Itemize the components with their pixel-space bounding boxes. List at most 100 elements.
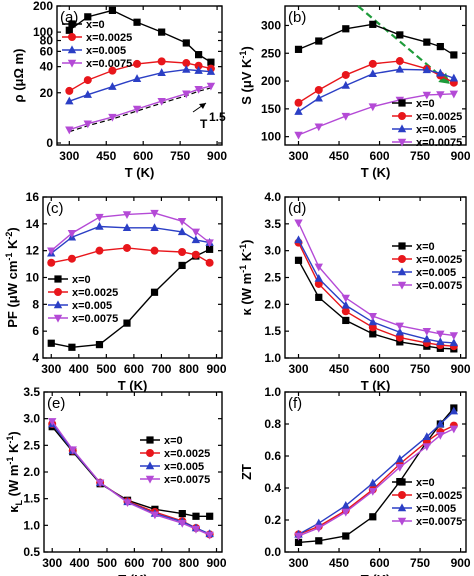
data-point [449, 332, 459, 341]
data-point [436, 337, 445, 346]
y-tick-label: 16 [26, 190, 40, 204]
data-point [122, 223, 132, 232]
x-tick-label: 300 [288, 556, 308, 570]
legend-label: x=0.005 [416, 124, 456, 136]
data-point [342, 316, 350, 325]
series-x=0.0075 [294, 219, 459, 341]
y-axis-label-part: L [14, 500, 24, 506]
data-point [47, 258, 56, 267]
data-point [314, 518, 323, 527]
data-point [182, 39, 190, 47]
data-point [341, 112, 350, 121]
data-point [182, 64, 191, 73]
data-point [67, 254, 76, 263]
y-tick-label: 1.5 [264, 324, 281, 338]
x-tick-label: 300 [288, 149, 308, 163]
annotation-text: T [200, 117, 208, 131]
data-point [422, 91, 432, 100]
x-tick-label: 600 [124, 556, 144, 570]
data-point [182, 90, 191, 99]
y-axis-label-part: ZT [239, 464, 254, 480]
data-point [341, 508, 350, 517]
y-axis-label: PF (μW cm-1​ K-2​) [4, 227, 20, 328]
x-tick-label: 450 [329, 556, 349, 570]
x-tick-label: 400 [70, 556, 90, 570]
x-tick-label: 600 [133, 149, 153, 163]
data-point [395, 327, 405, 336]
y-axis-label-part: K [239, 251, 254, 265]
y-tick-label: 20 [40, 86, 54, 100]
data-point [294, 532, 303, 541]
legend-marker [67, 59, 77, 68]
legend-label: x=0.005 [72, 300, 112, 312]
trend-arrow [357, 5, 451, 85]
data-point [368, 59, 377, 68]
data-point [314, 279, 323, 288]
data-point [294, 45, 303, 53]
data-point [65, 96, 74, 105]
legend-label: x=0 [416, 241, 435, 253]
data-point [108, 113, 117, 122]
legend-marker [145, 475, 155, 484]
series-x=0.005 [294, 235, 459, 347]
data-point [449, 425, 459, 434]
x-tick-label: 450 [329, 149, 349, 163]
data-point [341, 300, 350, 309]
x-axis-label: T (K) [118, 572, 148, 576]
data-point [368, 103, 377, 112]
y-axis-label-part: κ [6, 505, 21, 513]
y-axis-label-part: K [5, 239, 20, 253]
x-tick-label: 900 [207, 149, 227, 163]
y-tick-label: 3.5 [23, 385, 40, 399]
legend-marker [53, 300, 63, 309]
y-axis-label-part: -1 [238, 244, 248, 252]
panel-label: (c) [46, 200, 64, 217]
legend-marker [397, 503, 407, 512]
legend-label: x=0 [86, 19, 105, 31]
legend-marker [398, 478, 406, 486]
y-tick-label: 60 [40, 44, 54, 58]
panel-d: 300 450 600 750 900 1.0 1.5 2.0 2.5 3.0 3.5 4.0 T (K… [238, 190, 471, 393]
data-point [436, 330, 445, 339]
x-tick-label: 900 [207, 556, 227, 570]
x-tick-label: 300 [41, 362, 61, 376]
data-point [68, 446, 77, 455]
data-point [396, 338, 404, 346]
data-point [67, 230, 77, 238]
y-tick-label: 14 [26, 217, 40, 231]
y-axis-label-part: ) [5, 227, 20, 231]
x-tick-label: 500 [96, 362, 116, 376]
data-point [84, 13, 92, 21]
legend-marker [398, 255, 406, 263]
data-point [65, 26, 73, 34]
legend-marker [398, 491, 406, 499]
panel-label: (d) [288, 200, 306, 217]
data-point [395, 57, 404, 66]
y-tick-label: 1.0 [264, 351, 281, 365]
series-x=0.0075 [47, 209, 214, 256]
data-point [423, 38, 431, 46]
data-point [341, 501, 350, 509]
plot-frame [284, 391, 467, 553]
y-tick-label: 10 [26, 271, 40, 285]
legend-label: x=0 [72, 274, 91, 286]
legend-label: x=0.005 [416, 267, 456, 279]
data-point [132, 74, 142, 82]
y-tick-label: 4 [32, 351, 39, 365]
data-point [192, 512, 200, 520]
data-point [341, 80, 350, 89]
y-axis-label-part: ) [239, 239, 254, 243]
data-point [157, 68, 166, 76]
data-point [150, 288, 159, 296]
data-point [395, 454, 405, 463]
legend-marker [67, 45, 77, 54]
data-point [177, 217, 187, 226]
legend-label: x=0 [416, 477, 435, 489]
y-tick-label: 300 [261, 18, 281, 32]
y-tick-label: 0.6 [264, 449, 281, 463]
series-x=0.005 [294, 64, 459, 115]
legend-label: x=0.0075 [86, 58, 132, 70]
data-point [449, 73, 459, 82]
series-x=0.0075 [294, 425, 459, 541]
